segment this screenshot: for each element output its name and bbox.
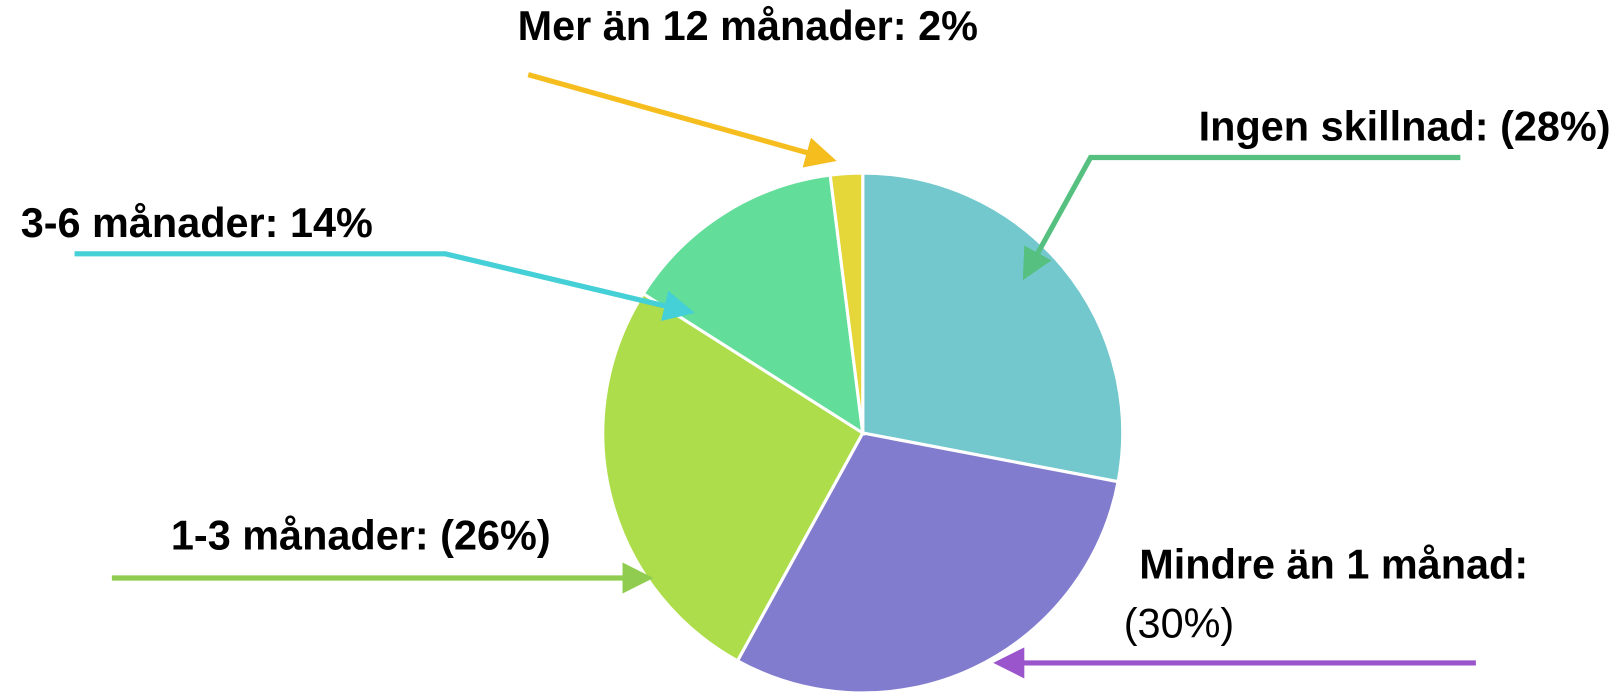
slice-label: 1-3 månader: (26%) xyxy=(171,513,551,559)
category-label: 3-6 månader: xyxy=(21,200,279,246)
slice-label: Mer än 12 månader: 2% xyxy=(518,3,978,49)
value-label: (30%) xyxy=(1124,601,1234,647)
pie xyxy=(601,171,1125,692)
pie-slice xyxy=(861,171,1125,484)
leader-arrow xyxy=(527,72,837,168)
slice-label: 3-6 månader: 14% xyxy=(21,200,373,246)
leader-arrow xyxy=(74,251,695,321)
leader-arrow xyxy=(1022,154,1461,281)
pie-slice xyxy=(601,291,865,663)
pie-slice xyxy=(828,171,865,434)
category-label: Mer än 12 månader: xyxy=(518,3,907,49)
value-label: (28%) xyxy=(1500,103,1610,149)
slice-label: Ingen skillnad: (28%) xyxy=(1199,103,1611,149)
value-label: 2% xyxy=(918,3,978,49)
value-label: (26%) xyxy=(440,513,550,559)
value-label: 14% xyxy=(290,200,373,246)
pie-slice xyxy=(641,173,865,437)
category-label: 1-3 månader: xyxy=(171,513,429,559)
category-label: Ingen skillnad: xyxy=(1199,103,1489,149)
category-label: Mindre än 1 månad: xyxy=(1139,542,1528,588)
pie-slice xyxy=(735,431,1120,692)
